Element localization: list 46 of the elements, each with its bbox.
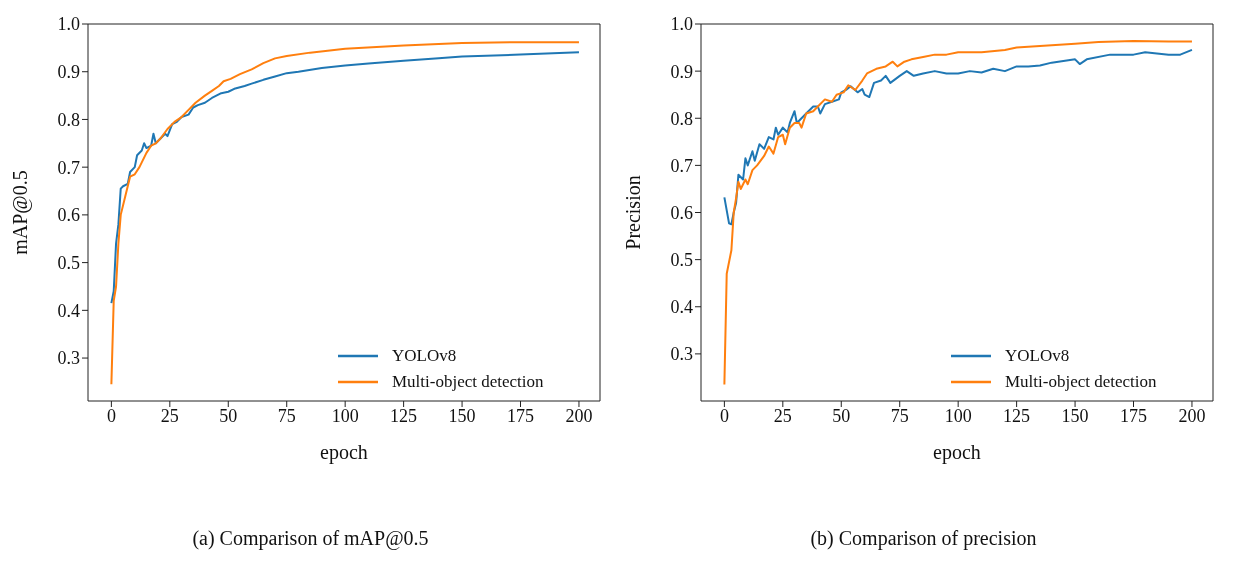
y-tick-label: 0.5 (670, 250, 693, 271)
x-tick-label: 25 (160, 405, 179, 426)
legend-label: YOLOv8 (392, 346, 457, 366)
x-tick-label: 125 (390, 405, 418, 426)
x-tick-label: 150 (1061, 405, 1089, 426)
y-tick-label: 0.6 (670, 202, 693, 223)
x-tick-label: 175 (1120, 405, 1148, 426)
x-tick-label: 0 (719, 405, 729, 426)
line-series (723, 48, 1193, 226)
x-tick-label: 25 (773, 405, 792, 426)
y-tick-label: 0.7 (57, 157, 80, 178)
x-tick-label: 75 (277, 405, 296, 426)
text: (a) Comparison of mAP@0.5 (191, 527, 430, 550)
y-tick-label: 0.3 (57, 348, 80, 369)
x-tick-label: 175 (507, 405, 535, 426)
y-tick-label: 0.3 (670, 344, 693, 365)
text: (b) Comparison of precision (809, 527, 1038, 550)
x-tick-label: 200 (1178, 405, 1206, 426)
legend-label: Multi-object detection (392, 372, 544, 392)
y-tick-label: 0.9 (57, 62, 80, 83)
x-tick-label: 100 (331, 405, 359, 426)
y-tick-label: 1.0 (670, 14, 693, 35)
y-axis-title: mAP@0.5 (9, 170, 33, 255)
y-axis-title: Precision (622, 175, 645, 250)
x-tick-label: 150 (448, 405, 476, 426)
x-axis-title: epoch (320, 441, 368, 464)
x-tick-label: 100 (944, 405, 972, 426)
y-tick-label: 0.8 (57, 109, 80, 130)
y-tick-label: 0.4 (57, 300, 80, 321)
y-tick-label: 0.7 (670, 155, 693, 176)
x-axis-title: epoch (933, 441, 981, 464)
x-tick-label: 50 (832, 405, 851, 426)
y-tick-label: 0.5 (57, 253, 80, 273)
y-tick-label: 0.4 (670, 297, 693, 318)
legend-label: YOLOv8 (1005, 346, 1070, 366)
y-tick-label: 0.9 (670, 61, 693, 82)
x-tick-label: 50 (219, 405, 238, 426)
y-tick-label: 0.6 (57, 205, 80, 226)
x-tick-label: 0 (106, 405, 116, 426)
x-tick-label: 125 (1003, 405, 1031, 426)
y-tick-label: 0.8 (670, 108, 693, 129)
legend-label: Multi-object detection (1005, 372, 1157, 392)
line-series (110, 51, 580, 305)
x-tick-label: 75 (890, 405, 909, 426)
y-tick-label: 1.0 (57, 14, 80, 35)
x-tick-label: 200 (565, 405, 593, 426)
